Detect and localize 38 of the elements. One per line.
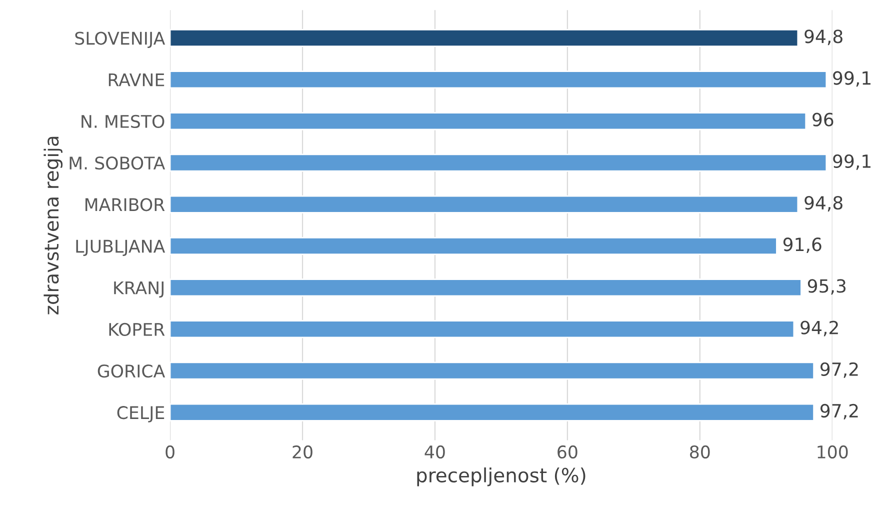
y-tick-label: LJUBLJANA <box>76 240 166 256</box>
bar <box>170 70 828 89</box>
data-label: 94,8 <box>804 196 842 212</box>
data-label: 99,1 <box>833 71 870 87</box>
y-tick-label: M. SOBOTA <box>70 156 166 170</box>
x-tick-label: 60 <box>558 445 578 459</box>
x-tick-label: 20 <box>292 445 312 459</box>
y-tick-label: SLOVENIJA <box>75 32 166 48</box>
data-label: 96 <box>812 112 834 126</box>
data-label: 95,3 <box>808 279 846 295</box>
data-label: 97,2 <box>820 404 858 420</box>
bar <box>170 154 828 172</box>
x-tick-label: 80 <box>690 445 710 459</box>
y-axis-title: zdravstvena regija <box>44 136 63 314</box>
y-tick-label: KRANJ <box>114 282 164 298</box>
y-tick-label: KOPER <box>109 322 165 336</box>
bar <box>170 236 778 255</box>
data-label: 94,8 <box>804 30 842 46</box>
x-tick-label: 40 <box>424 445 445 459</box>
y-tick-label: RAVNE <box>108 74 164 86</box>
x-axis-title: precepljenost (%) <box>417 467 586 486</box>
data-label: 91,6 <box>783 238 822 254</box>
data-label: 94,2 <box>800 320 838 336</box>
x-tick-label: 0 <box>166 445 174 459</box>
y-tick-label: GORICA <box>98 364 166 378</box>
x-tick-label: 100 <box>818 445 848 459</box>
bar <box>170 112 807 130</box>
bar <box>170 362 814 380</box>
bar <box>170 403 814 422</box>
data-label: 97,2 <box>820 362 858 378</box>
y-tick-label: MARIBOR <box>86 198 165 212</box>
bar <box>170 320 795 338</box>
bar <box>170 28 799 48</box>
bar <box>170 278 802 297</box>
y-tick-label: CELJE <box>117 406 164 422</box>
bar <box>170 195 799 214</box>
y-tick-label: N. MESTO <box>82 114 164 128</box>
data-label: 99,1 <box>833 154 870 170</box>
